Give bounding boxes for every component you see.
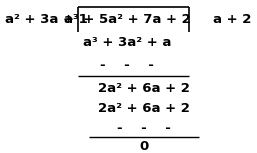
Text: a + 2: a + 2 — [214, 13, 252, 26]
Text: 0: 0 — [139, 140, 149, 153]
Text: a³ + 3a² + a: a³ + 3a² + a — [83, 36, 171, 49]
Text: a² + 3a + 1: a² + 3a + 1 — [5, 13, 88, 26]
Text: -    -    -: - - - — [117, 122, 171, 135]
Text: -    -    -: - - - — [100, 59, 154, 72]
Text: 2a² + 6a + 2: 2a² + 6a + 2 — [98, 82, 190, 95]
Text: a³ + 5a² + 7a + 2: a³ + 5a² + 7a + 2 — [64, 13, 191, 26]
Text: 2a² + 6a + 2: 2a² + 6a + 2 — [98, 102, 190, 115]
